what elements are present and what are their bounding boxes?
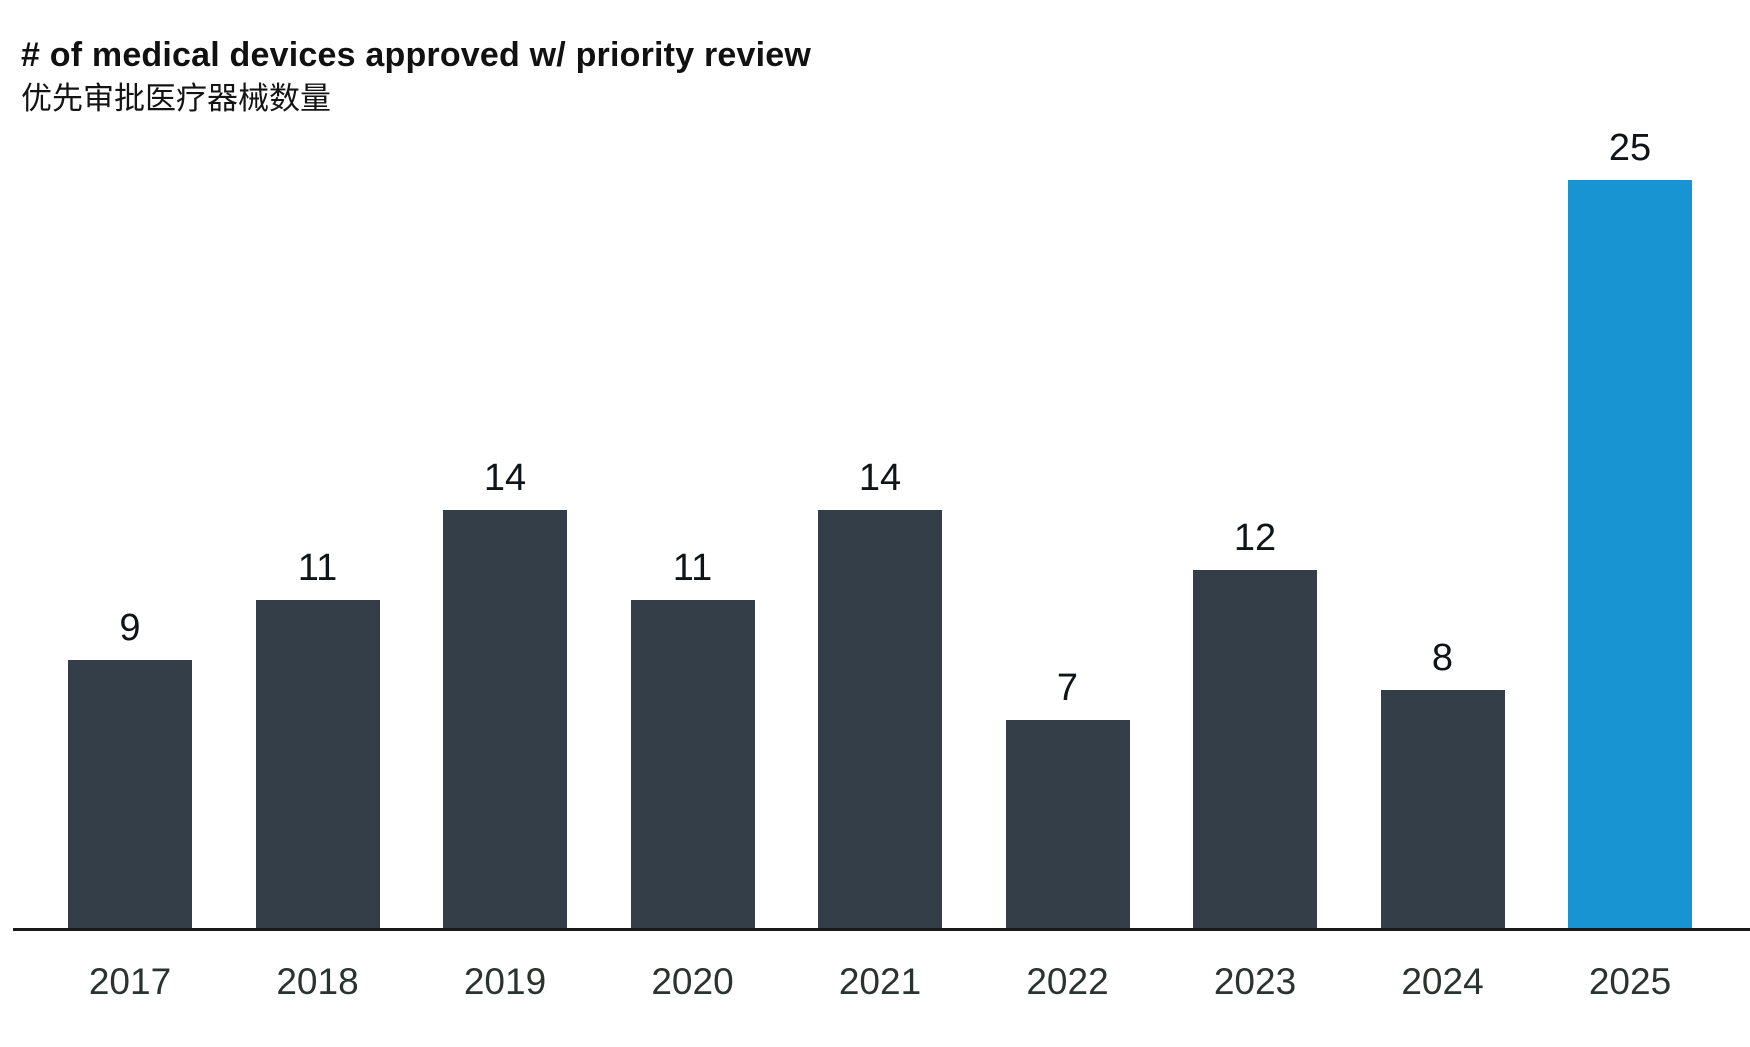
bar-2022	[1005, 720, 1130, 930]
bar-value-label-2018: 11	[297, 547, 338, 589]
bar-2017	[68, 660, 192, 930]
x-tick-label-2023: 2023	[1213, 961, 1297, 1002]
bar-value-label-2025: 25	[1608, 127, 1652, 169]
bar-2025	[1568, 180, 1692, 930]
x-tick-label-2018: 2018	[276, 961, 359, 1002]
bar-2018	[255, 600, 380, 930]
chart-title: # of medical devices approved w/ priorit…	[21, 36, 812, 74]
x-tick-label-2022: 2022	[1026, 961, 1109, 1002]
x-axis-labels: 2017 2018 2019 2020 2021 2022 2023 2024 2025	[0, 960, 1750, 1010]
bar-2023	[1193, 570, 1317, 930]
bar-value-label-2022: 7	[1056, 667, 1079, 709]
bar-2021	[818, 510, 942, 930]
bar-value-label-2017: 9	[119, 607, 141, 649]
bar-value-label-2024: 8	[1431, 637, 1454, 679]
x-tick-label-2020: 2020	[651, 961, 734, 1002]
bar-value-label-2023: 12	[1233, 517, 1277, 559]
bar-2020	[630, 600, 755, 930]
bar-2024	[1380, 690, 1505, 930]
bar-2019	[443, 510, 567, 930]
chart-header: # of medical devices approved w/ priorit…	[21, 36, 811, 117]
bar-value-label-2019: 14	[483, 457, 527, 499]
bars-container: 9 11 14 11 14 7 12 8 25	[68, 127, 1692, 930]
x-tick-label-2017: 2017	[88, 961, 172, 1002]
bar-value-label-2021: 14	[858, 457, 902, 499]
chart-subtitle-chinese: 优先审批医疗器械数量	[21, 81, 331, 117]
bar-value-label-2020: 11	[672, 547, 713, 589]
x-tick-label-2021: 2021	[838, 961, 922, 1002]
x-tick-label-2025: 2025	[1588, 961, 1672, 1002]
x-tick-label-2024: 2024	[1401, 961, 1484, 1002]
x-axis-line	[13, 928, 1750, 931]
x-tick-label-2019: 2019	[463, 961, 547, 1002]
